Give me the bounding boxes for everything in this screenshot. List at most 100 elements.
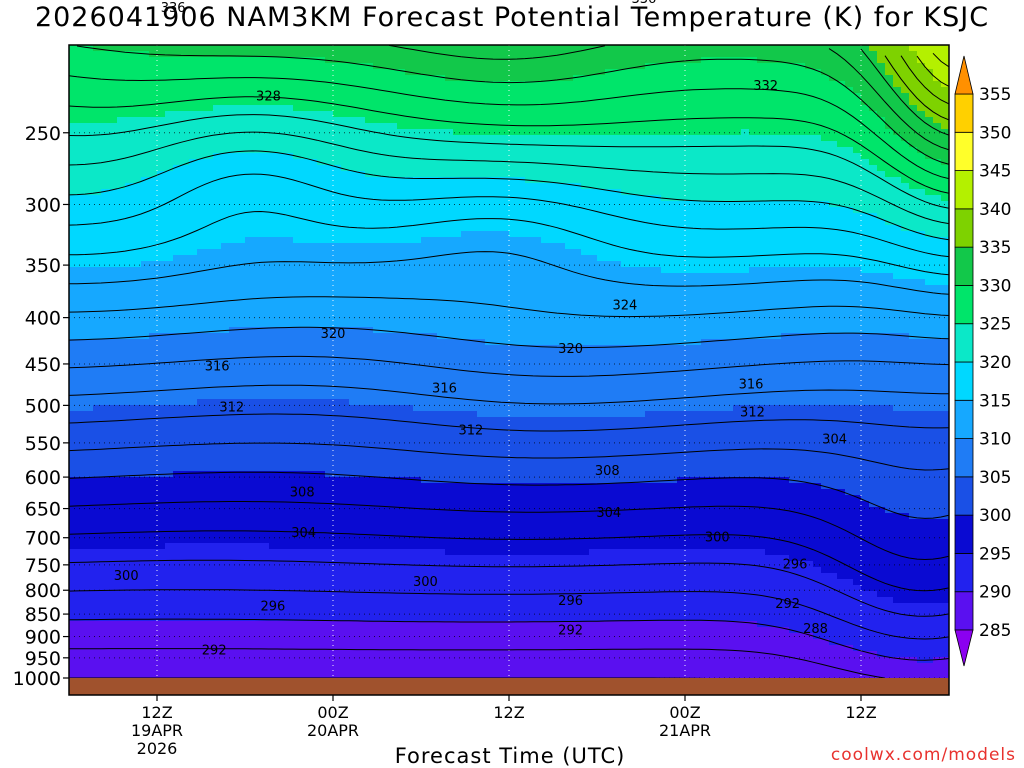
field-cell bbox=[589, 141, 598, 148]
field-cell bbox=[421, 279, 430, 286]
field-cell bbox=[541, 279, 550, 286]
field-cell bbox=[693, 279, 702, 286]
field-cell bbox=[381, 123, 390, 130]
field-cell bbox=[701, 147, 710, 154]
field-cell bbox=[141, 261, 150, 268]
field-cell bbox=[173, 57, 182, 64]
field-cell bbox=[637, 159, 646, 166]
field-cell bbox=[589, 69, 598, 76]
field-cell bbox=[853, 129, 862, 136]
field-cell bbox=[181, 153, 190, 160]
field-cell bbox=[349, 261, 358, 268]
field-cell bbox=[733, 99, 742, 106]
field-cell bbox=[861, 267, 870, 274]
field-cell bbox=[717, 201, 726, 208]
field-cell bbox=[541, 117, 550, 124]
field-cell bbox=[637, 231, 646, 238]
field-cell bbox=[173, 303, 182, 310]
field-cell bbox=[237, 159, 246, 166]
field-cell bbox=[93, 285, 102, 292]
field-cell bbox=[677, 219, 686, 226]
field-cell bbox=[925, 51, 934, 58]
field-cell bbox=[661, 57, 670, 64]
field-cell bbox=[765, 291, 774, 298]
field-cell bbox=[733, 45, 742, 52]
field-cell bbox=[525, 207, 534, 214]
field-cell bbox=[805, 297, 814, 304]
field-cell bbox=[621, 231, 630, 238]
field-cell bbox=[501, 63, 510, 70]
field-cell bbox=[405, 249, 414, 256]
field-cell bbox=[821, 201, 830, 208]
field-cell bbox=[605, 255, 614, 262]
field-cell bbox=[709, 303, 718, 310]
field-cell bbox=[285, 141, 294, 148]
field-cell bbox=[349, 195, 358, 202]
field-cell bbox=[685, 45, 694, 52]
field-cell bbox=[157, 195, 166, 202]
field-cell bbox=[405, 309, 414, 316]
field-cell bbox=[765, 171, 774, 178]
field-cell bbox=[437, 105, 446, 112]
field-cell bbox=[925, 255, 934, 262]
field-cell bbox=[829, 309, 838, 316]
field-cell bbox=[341, 99, 350, 106]
field-cell bbox=[229, 165, 238, 172]
field-cell bbox=[677, 243, 686, 250]
field-cell bbox=[373, 249, 382, 256]
field-cell bbox=[941, 207, 949, 214]
field-cell bbox=[717, 141, 726, 148]
field-cell bbox=[653, 75, 662, 82]
field-cell bbox=[877, 69, 886, 76]
field-cell bbox=[677, 291, 686, 298]
field-cell bbox=[781, 87, 790, 94]
field-cell bbox=[685, 165, 694, 172]
field-cell bbox=[429, 135, 438, 142]
field-cell bbox=[885, 165, 894, 172]
field-cell bbox=[837, 177, 846, 184]
field-cell bbox=[421, 159, 430, 166]
field-cell bbox=[861, 129, 870, 136]
field-cell bbox=[157, 177, 166, 184]
field-cell bbox=[789, 135, 798, 142]
field-cell bbox=[589, 159, 598, 166]
field-cell bbox=[765, 237, 774, 244]
field-cell bbox=[485, 147, 494, 154]
field-cell bbox=[253, 141, 262, 148]
field-cell bbox=[109, 81, 118, 88]
field-cell bbox=[301, 87, 310, 94]
field-cell bbox=[621, 141, 630, 148]
field-cell bbox=[693, 303, 702, 310]
field-cell bbox=[373, 195, 382, 202]
field-cell bbox=[213, 165, 222, 172]
field-cell bbox=[173, 291, 182, 298]
field-cell bbox=[397, 225, 406, 232]
field-cell bbox=[189, 243, 198, 250]
field-cell bbox=[693, 81, 702, 88]
field-cell bbox=[253, 249, 262, 256]
field-cell bbox=[453, 69, 462, 76]
field-cell bbox=[941, 75, 949, 82]
field-cell bbox=[541, 189, 550, 196]
field-cell bbox=[581, 285, 590, 292]
field-cell bbox=[837, 243, 846, 250]
field-cell bbox=[597, 231, 606, 238]
field-cell bbox=[613, 225, 622, 232]
field-cell bbox=[941, 261, 949, 268]
field-cell bbox=[677, 255, 686, 262]
field-cell bbox=[509, 225, 518, 232]
field-cell bbox=[541, 255, 550, 262]
field-cell bbox=[597, 189, 606, 196]
field-cell bbox=[533, 195, 542, 202]
field-cell bbox=[541, 87, 550, 94]
field-cell bbox=[901, 297, 910, 304]
field-cell bbox=[829, 237, 838, 244]
field-cell bbox=[749, 189, 758, 196]
field-cell bbox=[701, 69, 710, 76]
field-cell bbox=[349, 141, 358, 148]
field-cell bbox=[885, 243, 894, 250]
field-cell bbox=[877, 81, 886, 88]
field-cell bbox=[245, 237, 254, 244]
field-cell bbox=[717, 225, 726, 232]
field-cell bbox=[901, 99, 910, 106]
